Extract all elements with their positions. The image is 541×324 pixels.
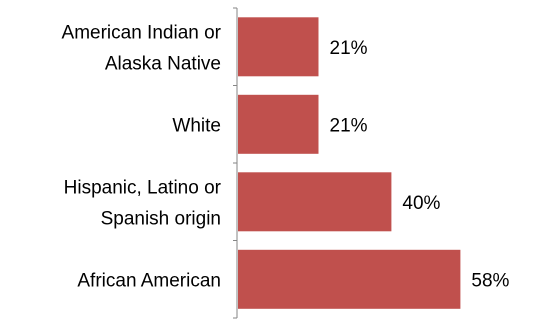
- category-label: Spanish origin: [101, 208, 221, 229]
- labels-group: 21% American Indian or Alaska Native 21% Whi…: [62, 22, 510, 291]
- data-label: 21%: [330, 115, 368, 136]
- category-label: American Indian or: [62, 22, 222, 43]
- data-label: 21%: [330, 38, 368, 59]
- data-label: 58%: [471, 270, 509, 291]
- category-axis: [233, 7, 238, 319]
- bar: [238, 249, 461, 309]
- bar: [238, 172, 392, 232]
- bars-group: [238, 17, 461, 309]
- data-label: 40%: [402, 193, 440, 214]
- bar: [238, 17, 319, 77]
- category-label: Hispanic, Latino or: [64, 177, 222, 198]
- category-label: Alaska Native: [105, 53, 221, 74]
- category-label: White: [172, 115, 221, 136]
- bar: [238, 94, 319, 154]
- category-label: African American: [77, 270, 221, 291]
